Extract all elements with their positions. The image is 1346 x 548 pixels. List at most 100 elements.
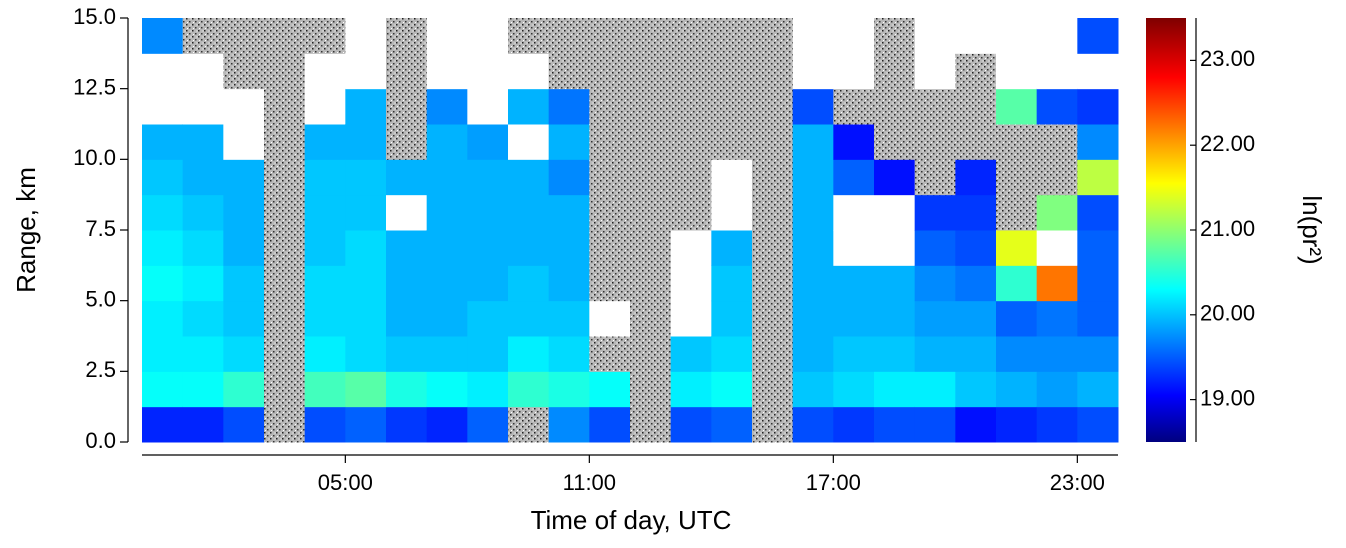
cell [792, 265, 834, 302]
cell [792, 18, 834, 54]
cell [752, 371, 794, 408]
cell [548, 194, 590, 231]
cell [792, 88, 834, 125]
cell [386, 406, 428, 443]
cell [264, 230, 306, 266]
cell [264, 300, 306, 337]
cell [426, 406, 468, 443]
cell [752, 53, 794, 90]
cell [630, 300, 672, 337]
cell [1077, 300, 1119, 337]
cell [752, 194, 794, 231]
cell [914, 159, 956, 196]
cell [548, 300, 590, 337]
cell [142, 53, 184, 90]
cell [996, 300, 1038, 337]
cell [508, 230, 550, 266]
cell [589, 53, 631, 90]
y-axis-label: Range, km [11, 167, 41, 293]
cell [955, 88, 997, 125]
cell [548, 265, 590, 302]
cell [1036, 53, 1078, 90]
cell [223, 336, 265, 372]
cell [1077, 371, 1119, 408]
cell [955, 300, 997, 337]
cell [142, 300, 184, 337]
cell [467, 124, 509, 160]
cell [1077, 230, 1119, 266]
cell [752, 159, 794, 196]
colorbar-tick-label: 22.00 [1200, 131, 1255, 156]
cell [914, 300, 956, 337]
cell [508, 265, 550, 302]
cell [792, 300, 834, 337]
cell [548, 88, 590, 125]
cell [142, 265, 184, 302]
cell [711, 53, 753, 90]
cell [1036, 88, 1078, 125]
cell [670, 18, 712, 54]
cell [833, 88, 875, 125]
cell [548, 159, 590, 196]
cell [670, 194, 712, 231]
cell [833, 18, 875, 54]
cell [223, 124, 265, 160]
cell [670, 230, 712, 266]
cell [711, 300, 753, 337]
cell [752, 18, 794, 54]
cell [304, 230, 346, 266]
cell [345, 88, 387, 125]
cell [467, 265, 509, 302]
cell [508, 124, 550, 160]
cell [182, 194, 224, 231]
cell [467, 194, 509, 231]
cell [304, 53, 346, 90]
cell [345, 300, 387, 337]
x-axis-label: Time of day, UTC [531, 505, 732, 535]
cell [142, 406, 184, 443]
cell [792, 230, 834, 266]
cell [264, 159, 306, 196]
y-tick-label: 12.5 [73, 74, 116, 99]
cell [833, 159, 875, 196]
cell [142, 230, 184, 266]
cell [223, 300, 265, 337]
cell [508, 371, 550, 408]
cell [1036, 265, 1078, 302]
cell [142, 159, 184, 196]
cell [955, 159, 997, 196]
cell [752, 336, 794, 372]
cell [792, 124, 834, 160]
cell [182, 406, 224, 443]
cell [833, 406, 875, 443]
cell [670, 124, 712, 160]
cell [264, 371, 306, 408]
cell [426, 124, 468, 160]
cell [752, 124, 794, 160]
cell [914, 124, 956, 160]
colorbar [1146, 18, 1186, 442]
cell [874, 88, 916, 125]
cell [711, 88, 753, 125]
cell [670, 88, 712, 125]
cell [1077, 336, 1119, 372]
cell [589, 88, 631, 125]
y-tick-label: 7.5 [85, 216, 116, 241]
cell [711, 371, 753, 408]
cell [223, 194, 265, 231]
cell [426, 371, 468, 408]
cell [548, 124, 590, 160]
cell [874, 300, 916, 337]
cell [630, 265, 672, 302]
cell [345, 159, 387, 196]
cell [264, 124, 306, 160]
cell [1077, 159, 1119, 196]
cell [874, 18, 916, 54]
cell [670, 336, 712, 372]
cell [833, 371, 875, 408]
cell [345, 124, 387, 160]
cell [589, 336, 631, 372]
cell [304, 124, 346, 160]
cell [304, 88, 346, 125]
